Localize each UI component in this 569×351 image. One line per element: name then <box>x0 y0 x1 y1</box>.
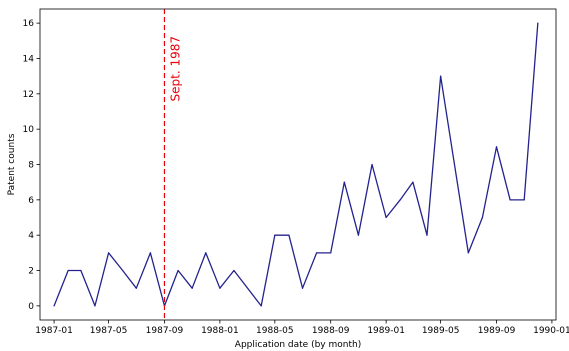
data-point <box>495 146 498 148</box>
data-point <box>94 305 96 307</box>
data-point <box>274 234 276 236</box>
data-point <box>149 252 151 254</box>
x-axis-label: Application date (by month) <box>235 340 361 350</box>
data-point <box>371 163 373 166</box>
data-point <box>67 269 69 272</box>
data-point <box>177 269 179 272</box>
data-point <box>135 287 137 289</box>
data-point <box>523 199 525 201</box>
y-axis-ticks: 0 2 4 6 8 10 12 14 16 <box>23 19 40 312</box>
data-point <box>537 22 539 24</box>
y-tick-label: 12 <box>23 90 34 100</box>
data-point <box>288 234 290 236</box>
data-point <box>399 199 401 201</box>
data-point <box>219 287 221 289</box>
data-point <box>440 75 442 77</box>
data-point <box>357 234 360 236</box>
vline-annotation-label: Sept. 1987 <box>168 36 182 102</box>
series-line <box>53 23 539 307</box>
data-point <box>260 305 262 307</box>
x-tick-label: 1990-01 <box>533 326 569 336</box>
x-tick-label: 1988-09 <box>312 326 350 336</box>
y-axis-label: Patent counts <box>7 133 17 195</box>
x-tick-label: 1988-05 <box>256 326 294 336</box>
y-tick-label: 0 <box>28 302 34 312</box>
plot-frame <box>39 8 557 321</box>
data-point <box>343 181 345 183</box>
y-tick-label: 10 <box>23 125 35 135</box>
x-tick-label: 1987-05 <box>90 326 128 336</box>
data-point <box>233 269 235 272</box>
x-tick-label: 1989-05 <box>422 326 460 336</box>
data-point <box>316 252 318 254</box>
y-tick-label: 4 <box>28 231 34 241</box>
data-point <box>301 287 304 289</box>
annotation-layer: Sept. 1987 <box>163 9 182 320</box>
x-tick-label: 1987-09 <box>146 326 184 336</box>
y-tick-label: 14 <box>23 54 35 64</box>
data-point <box>191 287 193 289</box>
y-tick-label: 6 <box>28 196 34 206</box>
series-layer <box>53 22 539 307</box>
data-point <box>481 216 484 219</box>
data-point <box>80 269 82 272</box>
x-tick-label: 1988-01 <box>201 326 239 336</box>
data-point <box>467 252 469 254</box>
data-point <box>426 234 428 236</box>
data-point <box>205 252 207 254</box>
data-point <box>107 252 110 254</box>
x-tick-label: 1989-09 <box>478 326 516 336</box>
x-tick-label: 1989-01 <box>367 326 405 336</box>
data-point <box>122 269 124 272</box>
data-point <box>330 252 332 254</box>
x-axis-ticks: 1987-01 1987-05 1987-09 1988-01 1988-05 1988-… <box>35 320 569 336</box>
y-tick-label: 2 <box>28 267 34 277</box>
data-point <box>53 305 55 307</box>
x-tick-label: 1987-01 <box>35 326 73 336</box>
y-tick-label: 16 <box>23 19 35 29</box>
data-point <box>385 216 387 219</box>
data-point <box>509 199 511 201</box>
data-point <box>412 181 414 183</box>
y-tick-label: 8 <box>28 161 34 171</box>
